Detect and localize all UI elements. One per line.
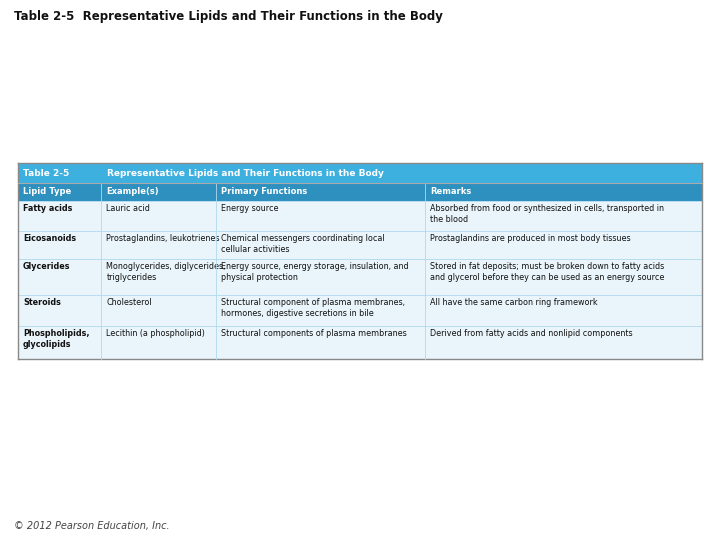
Text: Monoglycerides, diglycerides,
triglycerides: Monoglycerides, diglycerides, triglyceri… — [107, 262, 226, 282]
Text: Table 2-5: Table 2-5 — [23, 168, 69, 178]
Text: Structural component of plasma membranes,
hormones, digestive secretions in bile: Structural component of plasma membranes… — [221, 298, 405, 318]
Text: Structural components of plasma membranes: Structural components of plasma membrane… — [221, 329, 407, 338]
Bar — [217, 183, 425, 201]
Bar — [18, 163, 702, 183]
Bar — [18, 259, 702, 295]
Text: Primary Functions: Primary Functions — [221, 187, 307, 197]
Bar — [18, 183, 102, 201]
Text: Energy source, energy storage, insulation, and
physical protection: Energy source, energy storage, insulatio… — [221, 262, 409, 282]
Text: Chemical messengers coordinating local
cellular activities: Chemical messengers coordinating local c… — [221, 234, 385, 254]
Text: Fatty acids: Fatty acids — [23, 204, 73, 213]
Text: Energy source: Energy source — [221, 204, 279, 213]
Text: Stored in fat deposits; must be broken down to fatty acids
and glycerol before t: Stored in fat deposits; must be broken d… — [430, 262, 665, 282]
Text: Lauric acid: Lauric acid — [107, 204, 150, 213]
Bar — [18, 201, 702, 231]
Bar — [18, 231, 702, 259]
Text: Lipid Type: Lipid Type — [23, 187, 71, 197]
Text: Cholesterol: Cholesterol — [107, 298, 152, 307]
Text: Derived from fatty acids and nonlipid components: Derived from fatty acids and nonlipid co… — [430, 329, 633, 338]
Text: Absorbed from food or synthesized in cells, transported in
the blood: Absorbed from food or synthesized in cel… — [430, 204, 664, 224]
Text: Remarks: Remarks — [430, 187, 471, 197]
Text: Representative Lipids and Their Functions in the Body: Representative Lipids and Their Function… — [107, 168, 384, 178]
Text: © 2012 Pearson Education, Inc.: © 2012 Pearson Education, Inc. — [14, 521, 170, 531]
Text: Lecithin (a phospholipid): Lecithin (a phospholipid) — [107, 329, 205, 338]
Text: All have the same carbon ring framework: All have the same carbon ring framework — [430, 298, 598, 307]
Text: Example(s): Example(s) — [107, 187, 159, 197]
Text: Steroids: Steroids — [23, 298, 61, 307]
Bar — [18, 326, 702, 359]
Text: Phospholipids,
glycolipids: Phospholipids, glycolipids — [23, 329, 89, 349]
Text: Glycerides: Glycerides — [23, 262, 71, 271]
Bar — [18, 295, 702, 326]
Text: Prostaglandins, leukotrienes: Prostaglandins, leukotrienes — [107, 234, 220, 243]
Bar — [425, 183, 702, 201]
Bar — [102, 183, 217, 201]
Text: Eicosanoids: Eicosanoids — [23, 234, 76, 243]
Text: Prostaglandins are produced in most body tissues: Prostaglandins are produced in most body… — [430, 234, 631, 243]
Text: Table 2-5  Representative Lipids and Their Functions in the Body: Table 2-5 Representative Lipids and Thei… — [14, 10, 443, 23]
